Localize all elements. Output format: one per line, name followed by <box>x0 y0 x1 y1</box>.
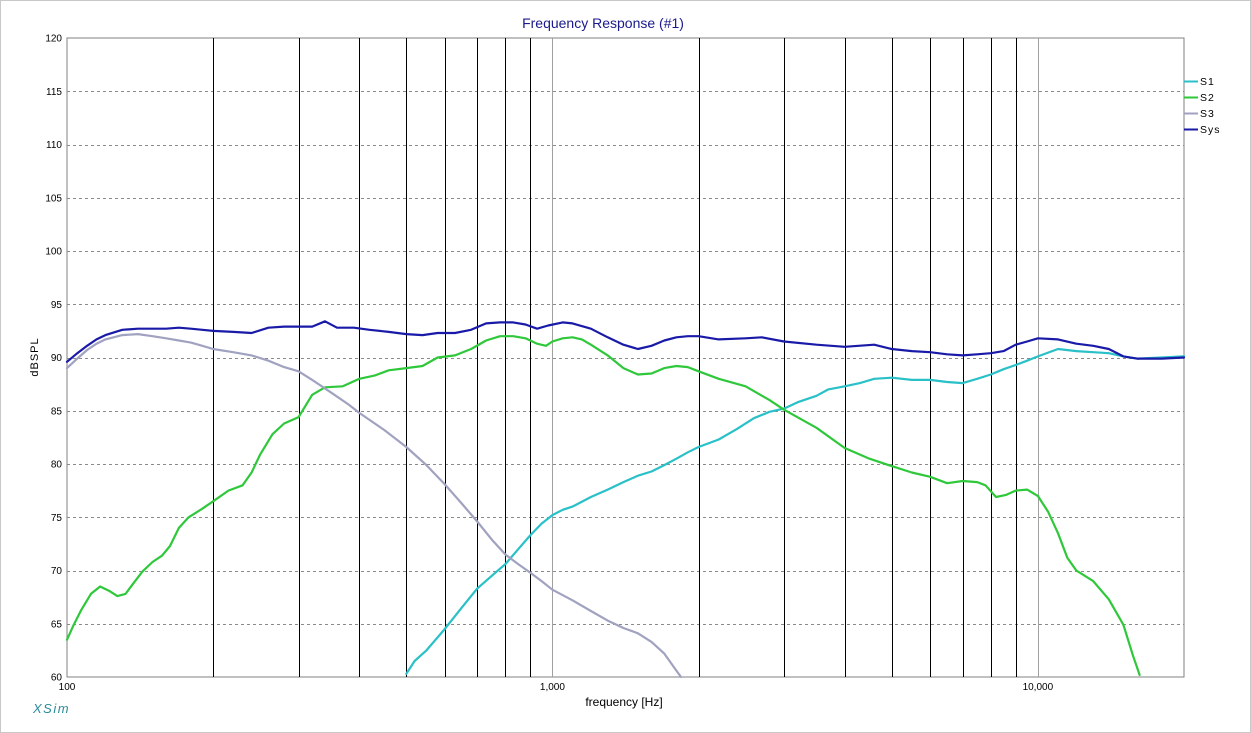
series-line-s2 <box>65 335 1141 676</box>
y-tick-labels: 120 115 110 105 100 95 90 85 80 75 70 65 60 <box>45 34 62 684</box>
legend-label-s3: S3 <box>1200 108 1215 120</box>
series-line-s1 <box>405 347 1186 675</box>
y-tick-label: 70 <box>51 566 63 577</box>
legend-label-s2: S2 <box>1200 92 1215 104</box>
y-tick-label: 95 <box>51 300 63 311</box>
plot-series <box>65 320 1186 679</box>
x-tick-label: 1,000 <box>540 682 565 693</box>
y-tick-label: 90 <box>51 353 63 364</box>
legend-label-sys: Sys <box>1200 124 1221 136</box>
x-tick-label: 100 <box>59 682 76 693</box>
y-tick-label: 100 <box>45 247 62 258</box>
plot-area <box>66 37 1185 678</box>
y-axis-label: dBSPL <box>29 337 41 376</box>
y-tick-label: 110 <box>46 140 62 151</box>
chart-title: Frequency Response (#1) <box>522 15 684 31</box>
y-tick-label: 85 <box>51 406 63 417</box>
plot-grid <box>66 37 1185 678</box>
y-tick-label: 115 <box>46 87 62 98</box>
y-tick-label: 60 <box>51 673 63 684</box>
series-line-s3 <box>65 333 683 679</box>
y-tick-label: 120 <box>45 34 62 45</box>
xsim-logo: XSim <box>32 701 70 716</box>
y-tick-label: 65 <box>51 619 63 630</box>
y-tick-label: 75 <box>51 513 63 524</box>
x-axis-label: frequency [Hz] <box>585 695 662 709</box>
y-tick-label: 105 <box>45 193 62 204</box>
x-tick-label: 10,000 <box>1023 682 1054 693</box>
series-line-sys <box>65 320 1186 363</box>
legend-label-s1: S1 <box>1200 76 1215 88</box>
x-tick-labels: 100 1,000 10,000 <box>59 682 1054 693</box>
y-tick-label: 80 <box>51 460 63 471</box>
legend: S1 S2 S3 Sys <box>1184 76 1221 136</box>
